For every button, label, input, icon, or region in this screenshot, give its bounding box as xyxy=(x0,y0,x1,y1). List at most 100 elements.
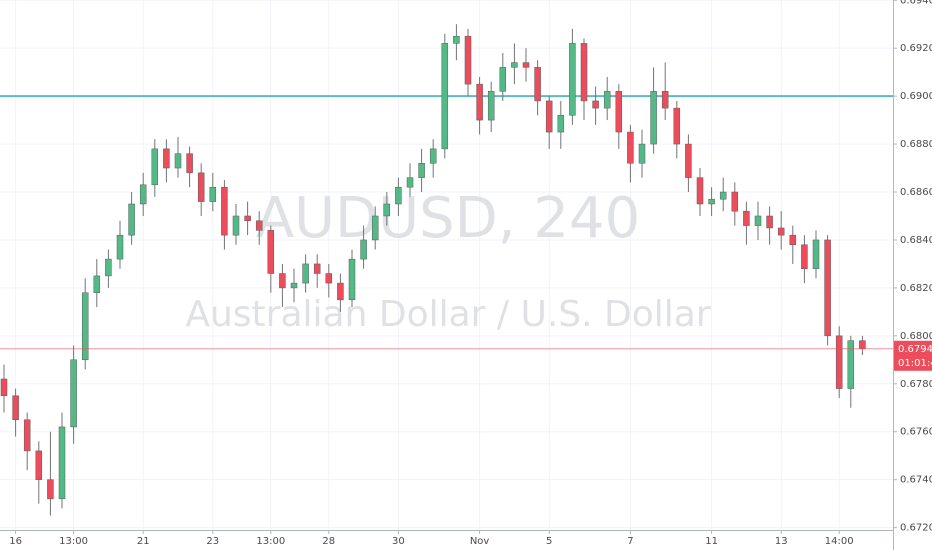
x-tick-label: 7 xyxy=(627,536,633,547)
candle-body xyxy=(754,215,762,226)
candle-body xyxy=(801,244,808,269)
candle-body xyxy=(661,91,669,109)
x-tick-label: 28 xyxy=(322,536,335,547)
candle-body xyxy=(244,215,251,222)
candle-body xyxy=(824,239,831,337)
candle-body xyxy=(650,91,657,145)
candle-body xyxy=(592,100,599,109)
candle-body xyxy=(685,143,692,178)
candle-body xyxy=(487,91,495,121)
candle-body xyxy=(545,100,553,133)
candle-body xyxy=(638,143,646,164)
candle-body xyxy=(186,153,193,174)
x-tick-label: 5 xyxy=(546,536,552,547)
candle-body xyxy=(731,191,739,212)
x-tick-label: 13:00 xyxy=(59,536,88,547)
x-tick-label: 16 xyxy=(9,536,22,547)
candle-body xyxy=(302,263,309,284)
candle-body xyxy=(615,91,623,133)
candle-body xyxy=(835,335,843,389)
candle-body xyxy=(290,282,298,289)
x-tick-label: 13 xyxy=(775,536,788,547)
x-tick-label: Nov xyxy=(470,536,490,547)
x-tick-label: 21 xyxy=(137,536,150,547)
candle-body xyxy=(255,220,263,231)
candle-body xyxy=(383,203,391,217)
candle-body xyxy=(360,239,367,260)
candle-body xyxy=(0,378,8,397)
candle-body xyxy=(197,172,205,202)
candle-body xyxy=(174,153,182,169)
candle-body xyxy=(151,148,159,186)
last-price-label: 0.67946 xyxy=(898,344,932,355)
candle-body xyxy=(93,275,101,293)
candle-body xyxy=(673,107,681,145)
x-tick-label: 13:00 xyxy=(256,536,285,547)
candle-body xyxy=(35,450,43,480)
candle-body xyxy=(627,131,634,164)
candle-body xyxy=(12,395,19,420)
candle-body xyxy=(441,43,449,150)
candle-body xyxy=(429,148,437,164)
candle-body xyxy=(128,203,135,236)
candle-body xyxy=(371,215,379,241)
candle-body xyxy=(348,258,356,301)
candle-body xyxy=(221,186,228,236)
last-price-box xyxy=(894,340,932,371)
candle-body xyxy=(139,184,147,205)
candle-body xyxy=(603,91,611,109)
candle-body xyxy=(209,186,217,202)
candle-body xyxy=(453,35,460,44)
candle-body xyxy=(406,177,414,188)
candle-body xyxy=(395,186,402,205)
candle-body xyxy=(58,426,66,500)
candle-body xyxy=(743,210,750,226)
candle-body xyxy=(47,479,54,500)
candle-body xyxy=(708,198,715,205)
candle-body xyxy=(116,234,124,260)
y-tick-label: 0.69400 xyxy=(900,0,932,6)
x-tick-label: 11 xyxy=(705,536,718,547)
candle-body xyxy=(557,115,565,133)
candle-body xyxy=(325,273,333,284)
candle-body xyxy=(789,234,797,245)
candle-body xyxy=(580,43,588,102)
candle-body xyxy=(847,340,855,389)
candle-body xyxy=(696,177,704,205)
candle-body xyxy=(23,419,31,452)
countdown-label: 01:01:40 xyxy=(898,358,932,369)
candle-body xyxy=(105,258,112,277)
candle-body xyxy=(476,83,483,121)
x-tick-label: 30 xyxy=(392,536,405,547)
candle-body xyxy=(511,62,518,68)
candle-body xyxy=(313,263,321,274)
candle-body xyxy=(569,43,576,116)
candle-body xyxy=(81,292,89,361)
candle-body xyxy=(464,35,472,85)
candle-body xyxy=(766,215,773,229)
candle-body xyxy=(337,282,344,301)
candle-body xyxy=(534,67,541,102)
candle-body xyxy=(522,62,530,68)
candle-body xyxy=(279,273,286,289)
x-tick-label: 14:00 xyxy=(825,536,854,547)
candle-body xyxy=(499,67,507,92)
candle-body xyxy=(232,215,240,236)
candle-body xyxy=(777,227,785,236)
candle-body xyxy=(418,162,425,178)
candle-body xyxy=(267,230,275,274)
candle-body xyxy=(719,191,727,200)
